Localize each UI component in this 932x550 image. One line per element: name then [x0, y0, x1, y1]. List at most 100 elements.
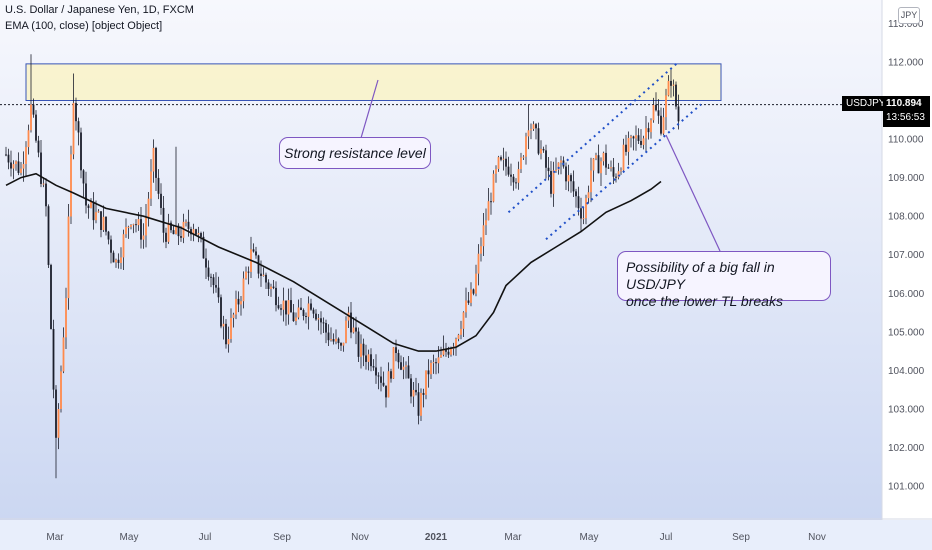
- candle-body: [145, 217, 147, 236]
- candle-body: [135, 224, 137, 226]
- candle-body: [610, 167, 612, 169]
- candle-body: [585, 198, 587, 219]
- candle-body: [65, 298, 67, 338]
- candle-body: [325, 323, 327, 333]
- candle-body: [110, 239, 112, 253]
- candle-body: [390, 371, 392, 379]
- candle-body: [180, 236, 182, 238]
- candle-body: [555, 169, 557, 171]
- candle-body: [77, 121, 80, 133]
- candle-body: [612, 167, 615, 177]
- candle-body: [545, 150, 547, 168]
- time-tick-label: Nov: [351, 532, 369, 543]
- candle-body: [197, 233, 200, 235]
- candle-body: [202, 236, 205, 259]
- channel-upper-trendline[interactable]: [507, 61, 680, 214]
- candle-body: [160, 193, 162, 208]
- candle-body: [480, 246, 482, 254]
- candle-body: [312, 309, 315, 314]
- candle-body: [237, 298, 240, 305]
- candle-body: [657, 110, 660, 116]
- candle-body: [25, 147, 27, 165]
- candle-body: [597, 155, 600, 174]
- candle-body: [50, 264, 52, 329]
- candle-body: [282, 300, 285, 310]
- candle-body: [307, 303, 310, 317]
- candle-body: [305, 315, 307, 317]
- price-tag-countdown: 13:56:53: [886, 112, 925, 123]
- candle-body: [7, 154, 10, 163]
- candle-body: [142, 235, 145, 240]
- candle-body: [62, 337, 65, 372]
- candle-body: [360, 343, 362, 357]
- candle-body: [5, 154, 7, 156]
- candle-body: [427, 370, 430, 375]
- resistance-callout[interactable]: Strong resistance level: [279, 137, 431, 169]
- candle-body: [345, 320, 347, 343]
- candle-body: [20, 168, 22, 173]
- candle-body: [232, 314, 235, 318]
- candle-body: [222, 323, 225, 327]
- candle-body: [225, 323, 227, 345]
- candle-body: [32, 104, 35, 115]
- candle-body: [592, 158, 595, 171]
- candle-body: [672, 84, 675, 86]
- candle-body: [402, 366, 405, 370]
- time-tick-label: 2021: [425, 532, 448, 543]
- candle-body: [520, 157, 522, 170]
- channel-lower-trendline[interactable]: [545, 103, 702, 241]
- candle-body: [640, 140, 642, 145]
- callout-pointer-resistance: [360, 79, 379, 139]
- candle-body: [347, 312, 350, 321]
- candle-body: [150, 171, 152, 199]
- candle-body: [470, 289, 472, 303]
- candle-body: [477, 253, 480, 274]
- candle-body: [570, 175, 572, 182]
- candle-body: [525, 136, 527, 157]
- candle-body: [547, 167, 550, 172]
- price-tick-label: 107.000: [888, 250, 925, 261]
- price-tick-label: 109.000: [888, 173, 925, 184]
- candle-body: [642, 138, 645, 145]
- candle-body: [100, 211, 102, 230]
- ema-line[interactable]: [5, 172, 662, 352]
- candle-body: [662, 117, 665, 134]
- candle-body: [210, 276, 212, 278]
- candle-body: [482, 225, 485, 247]
- candle-body: [327, 332, 330, 341]
- candle-body: [450, 348, 452, 355]
- candle-body: [297, 307, 300, 318]
- candle-body: [575, 191, 577, 197]
- candle-body: [240, 301, 242, 305]
- candle-body: [37, 140, 40, 153]
- candle-body: [500, 157, 502, 160]
- candle-body: [632, 136, 635, 139]
- candle-body: [410, 378, 412, 397]
- currency-button[interactable]: JPY: [898, 7, 920, 24]
- candle-body: [397, 353, 400, 363]
- fall-callout[interactable]: Possibility of a big fall in USD/JPY onc…: [617, 251, 831, 309]
- candle-body: [195, 229, 197, 235]
- symbol-tag: USDJPY: [842, 96, 890, 111]
- candle-body: [650, 120, 652, 133]
- candle-body: [600, 161, 602, 174]
- candle-body: [405, 365, 407, 367]
- candle-body: [130, 224, 132, 227]
- price-tag-value: 110.894: [886, 98, 922, 109]
- candle-body: [527, 130, 530, 137]
- candle-body: [510, 174, 512, 177]
- candle-body: [90, 201, 92, 208]
- time-tick-label: Mar: [46, 532, 64, 543]
- candle-body: [75, 102, 77, 122]
- candle-body: [300, 307, 302, 310]
- candle-body: [465, 300, 467, 313]
- candle-body: [565, 166, 567, 182]
- candle-body: [242, 278, 245, 302]
- candle-body: [387, 371, 390, 398]
- candle-body: [615, 176, 617, 178]
- candle-body: [670, 80, 672, 86]
- candle-body: [295, 317, 297, 322]
- candle-body: [395, 347, 397, 354]
